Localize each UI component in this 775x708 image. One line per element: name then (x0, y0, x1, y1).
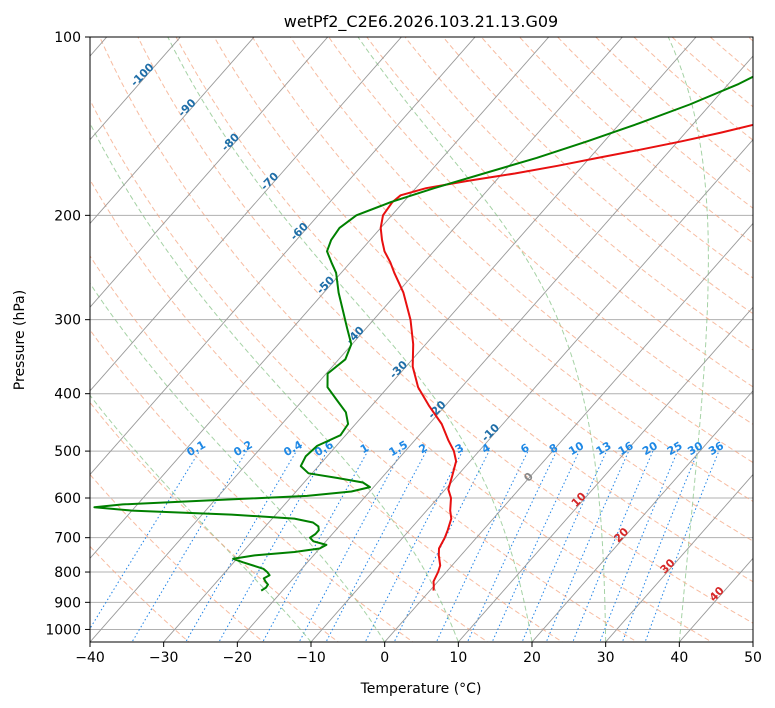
dry-adiabat-line (328, 37, 753, 425)
dry-adiabat-line (90, 178, 564, 642)
mixing-ratio-line (298, 450, 402, 642)
y-tick-label: 600 (54, 491, 81, 507)
mixing-ratio-line (435, 450, 529, 642)
dry-adiabat-line (90, 401, 340, 642)
mixing-ratio-line (185, 450, 297, 642)
sounding-series-line (93, 75, 753, 592)
y-tick-label: 700 (54, 531, 81, 547)
isotherm-line (90, 37, 476, 476)
mixing-ratio-line (325, 450, 427, 642)
mixing-ratio-line (90, 450, 200, 630)
y-tick-label: 100 (54, 30, 81, 46)
x-tick-label: 30 (597, 650, 615, 666)
isotherm-line (605, 473, 753, 642)
dry-adiabat-line (90, 255, 489, 642)
plot-frame (89, 36, 754, 643)
x-tick-label: 10 (449, 650, 467, 666)
y-axis-label: Pressure (hPa) (12, 290, 28, 390)
y-tick-label: 200 (54, 208, 81, 224)
isotherm-line (384, 222, 753, 642)
x-tick-label: −10 (296, 650, 326, 666)
isotherm-line (90, 37, 623, 642)
chart-title: wetPf2_C2E6.2026.103.21.13.G09 (284, 12, 558, 32)
isotherm-line (457, 306, 753, 642)
y-tick-label: 300 (54, 313, 81, 329)
dry-adiabat-line (251, 37, 753, 503)
isotherm-line (90, 37, 402, 392)
y-tick-label: 900 (54, 595, 81, 611)
y-tick-label: 500 (54, 444, 81, 460)
moist-adiabat-line (667, 37, 709, 642)
mixing-ratio-line (364, 450, 463, 642)
y-tick-label: 1000 (45, 622, 81, 638)
x-axis-ticks: −40 −30 −20 −10 0 10 20 30 40 50 (75, 642, 762, 666)
isotherm-line (90, 37, 181, 141)
x-tick-label: 0 (380, 650, 389, 666)
x-tick-label: −40 (75, 650, 105, 666)
moist-adiabat-line (357, 37, 607, 642)
mixing-ratio-line (599, 450, 679, 642)
dry-adiabat-line (99, 37, 713, 642)
y-axis-ticks: 100 200 300 400 500 600 700 800 900 1000 (45, 30, 90, 638)
isotherm-line (90, 37, 329, 308)
dry-adiabat-line (90, 473, 265, 642)
sounding-series-line (379, 123, 753, 591)
isotherm-line (163, 37, 697, 642)
x-tick-label: 40 (670, 650, 688, 666)
isotherm-line (310, 139, 753, 642)
isotherm-line (90, 37, 550, 559)
y-tick-label: 400 (54, 387, 81, 403)
skewed-isotherms (90, 37, 753, 642)
dry-adiabat-line (137, 37, 753, 624)
dry-adiabat-line (213, 37, 753, 542)
dry-adiabats (90, 37, 753, 642)
x-tick-label: −20 (223, 650, 253, 666)
dry-adiabat-line (90, 329, 414, 642)
x-axis-label: Temperature (°C) (360, 681, 482, 697)
mixing-ratio-line (466, 450, 557, 642)
dry-adiabat-line (90, 98, 638, 642)
y-tick-label: 800 (54, 565, 81, 581)
x-tick-label: −30 (149, 650, 179, 666)
isotherm-line (531, 390, 753, 642)
mixing-ratio-line (644, 450, 720, 642)
sounding-profiles (93, 75, 753, 592)
x-tick-label: 50 (744, 650, 762, 666)
x-tick-label: 20 (523, 650, 541, 666)
pressure-gridlines (90, 37, 753, 630)
moist-adiabat-line (90, 394, 312, 642)
isotherm-line (90, 37, 255, 225)
